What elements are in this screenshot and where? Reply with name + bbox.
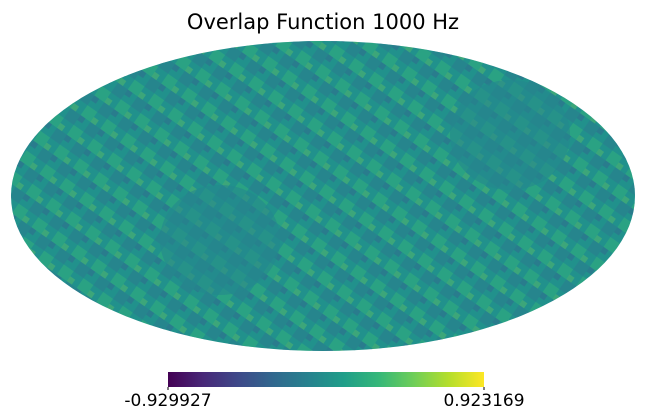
colorbar-gradient	[168, 372, 484, 387]
map	[11, 41, 635, 351]
colorbar-label: -0.929927	[124, 391, 211, 411]
map-region	[450, 80, 570, 190]
map-region	[160, 185, 280, 295]
map-texture	[11, 41, 635, 351]
colorbar-label: 0.923169	[443, 391, 524, 411]
colorbar: -0.929927 0.923169	[124, 372, 525, 411]
chart-title: Overlap Function 1000 Hz	[187, 10, 459, 34]
